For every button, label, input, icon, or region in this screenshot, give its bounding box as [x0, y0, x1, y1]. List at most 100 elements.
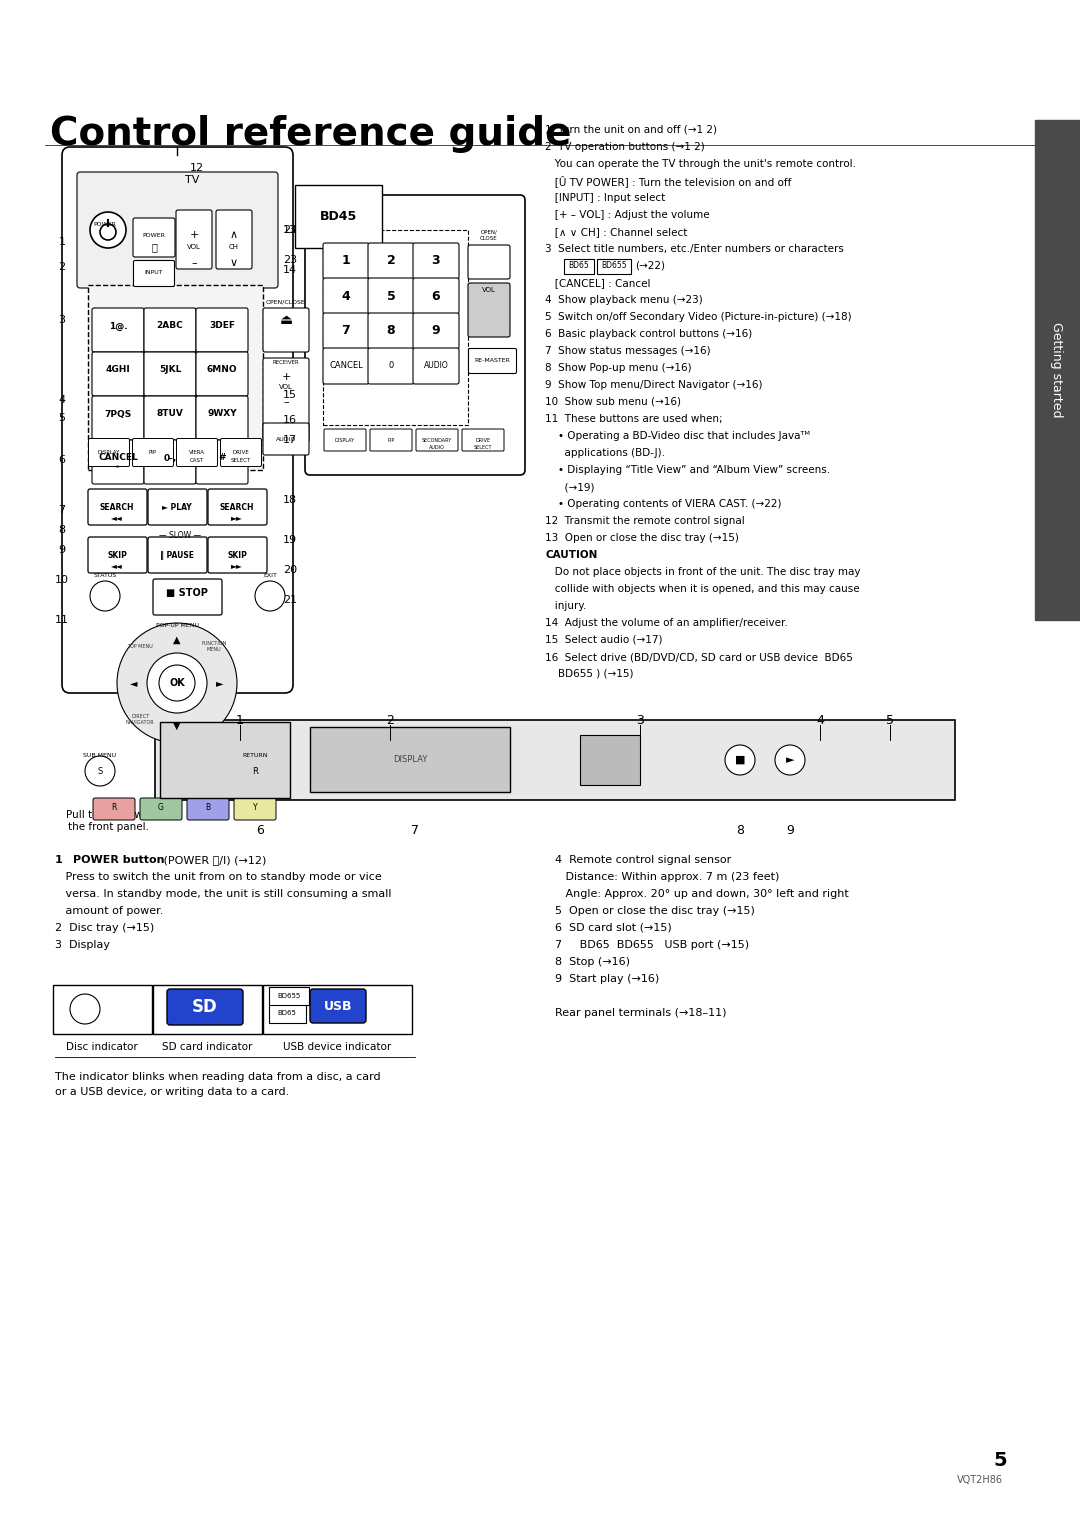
Text: 9: 9	[432, 324, 441, 338]
Text: CANCEL: CANCEL	[98, 454, 138, 463]
FancyBboxPatch shape	[208, 489, 267, 526]
Text: ◄: ◄	[131, 678, 138, 688]
Text: 9  Start play (→16): 9 Start play (→16)	[555, 973, 659, 984]
Text: ◄◄: ◄◄	[111, 513, 123, 523]
Text: 3  Select title numbers, etc./Enter numbers or characters: 3 Select title numbers, etc./Enter numbe…	[545, 244, 843, 254]
Text: (POWER ⏻/I) (→12): (POWER ⏻/I) (→12)	[160, 856, 267, 865]
Text: SD: SD	[192, 998, 218, 1016]
Text: 4: 4	[58, 396, 66, 405]
Text: applications (BD-J).: applications (BD-J).	[545, 448, 665, 458]
Text: ►: ►	[786, 755, 794, 766]
Text: SKIP: SKIP	[107, 552, 127, 559]
Circle shape	[117, 623, 237, 743]
Text: 3  Display: 3 Display	[55, 940, 110, 950]
Text: BD655: BD655	[278, 993, 300, 999]
FancyBboxPatch shape	[87, 536, 147, 573]
Text: 4: 4	[341, 289, 350, 303]
Text: The indicator blinks when reading data from a disc, a card: The indicator blinks when reading data f…	[55, 1073, 380, 1082]
Text: DRIVE: DRIVE	[475, 439, 490, 443]
FancyBboxPatch shape	[305, 196, 525, 475]
FancyBboxPatch shape	[53, 986, 152, 1034]
Text: FUNCTION
MENU: FUNCTION MENU	[201, 640, 227, 651]
Text: POWER button: POWER button	[73, 856, 164, 865]
Text: Y: Y	[253, 804, 257, 813]
Text: 18: 18	[283, 495, 297, 504]
FancyBboxPatch shape	[323, 243, 369, 280]
FancyBboxPatch shape	[144, 351, 195, 396]
Text: *: *	[117, 465, 120, 471]
Text: 10: 10	[55, 575, 69, 585]
Text: 6  Basic playback control buttons (→16): 6 Basic playback control buttons (→16)	[545, 329, 753, 339]
Text: 6: 6	[432, 289, 441, 303]
Text: DRIVE: DRIVE	[232, 451, 249, 455]
Text: SEARCH: SEARCH	[219, 503, 254, 512]
FancyBboxPatch shape	[413, 348, 459, 384]
Text: RE-MASTER: RE-MASTER	[474, 358, 510, 362]
Text: 8  Stop (→16): 8 Stop (→16)	[555, 957, 630, 967]
Text: VOL: VOL	[279, 384, 293, 390]
Text: versa. In standby mode, the unit is still consuming a small: versa. In standby mode, the unit is stil…	[55, 889, 391, 898]
Text: 1: 1	[55, 856, 70, 865]
Text: RECEIVER: RECEIVER	[272, 361, 299, 365]
Text: POWER: POWER	[94, 222, 117, 228]
Text: CH: CH	[229, 244, 239, 251]
Text: [Û TV POWER] : Turn the television on and off: [Û TV POWER] : Turn the television on an…	[545, 176, 792, 186]
Text: Getting started: Getting started	[1051, 322, 1064, 417]
Text: 6MNO: 6MNO	[206, 365, 238, 374]
FancyBboxPatch shape	[153, 986, 262, 1034]
Text: 9  Show Top menu/Direct Navigator (→16): 9 Show Top menu/Direct Navigator (→16)	[545, 380, 762, 390]
Text: 2ABC: 2ABC	[157, 321, 184, 330]
Text: Pull to flip down
the front panel.: Pull to flip down the front panel.	[66, 810, 150, 831]
FancyBboxPatch shape	[264, 423, 309, 455]
Text: POP-UP MENU: POP-UP MENU	[156, 623, 199, 628]
Circle shape	[90, 581, 120, 611]
Text: 1: 1	[58, 237, 66, 248]
FancyBboxPatch shape	[310, 989, 366, 1024]
Text: Control reference guide: Control reference guide	[50, 115, 571, 153]
Text: BD655 ) (→15): BD655 ) (→15)	[545, 669, 634, 678]
FancyBboxPatch shape	[413, 243, 459, 280]
Text: 13: 13	[283, 225, 297, 235]
Text: BD655: BD655	[602, 261, 626, 270]
FancyBboxPatch shape	[195, 309, 248, 351]
Text: AUDIO: AUDIO	[429, 445, 445, 451]
Text: 0-,: 0-,	[163, 454, 177, 463]
Text: 6: 6	[58, 455, 66, 465]
FancyBboxPatch shape	[323, 313, 369, 348]
Text: 13  Open or close the disc tray (→15): 13 Open or close the disc tray (→15)	[545, 533, 739, 542]
Text: RETURN: RETURN	[242, 753, 268, 758]
Text: ■ STOP: ■ STOP	[166, 588, 208, 597]
Bar	[156, 720, 955, 801]
Text: OK: OK	[170, 678, 185, 688]
FancyBboxPatch shape	[133, 219, 175, 257]
Text: 8: 8	[58, 526, 66, 535]
Circle shape	[255, 581, 285, 611]
Text: EXIT: EXIT	[264, 573, 276, 578]
FancyBboxPatch shape	[77, 173, 278, 287]
Text: 17: 17	[283, 435, 297, 445]
FancyBboxPatch shape	[368, 348, 414, 384]
Text: 11  These buttons are used when;: 11 These buttons are used when;	[545, 414, 723, 423]
Text: Distance: Within approx. 7 m (23 feet): Distance: Within approx. 7 m (23 feet)	[555, 872, 780, 882]
Text: 16  Select drive (BD/DVD/CD, SD card or USB device  BD65: 16 Select drive (BD/DVD/CD, SD card or U…	[545, 652, 853, 662]
FancyBboxPatch shape	[92, 351, 144, 396]
Text: 21: 21	[283, 594, 297, 605]
FancyBboxPatch shape	[264, 309, 309, 351]
FancyBboxPatch shape	[323, 348, 369, 384]
FancyBboxPatch shape	[368, 278, 414, 313]
Text: SELECT: SELECT	[474, 445, 492, 451]
Circle shape	[90, 212, 126, 248]
Text: 2  Disc tray (→15): 2 Disc tray (→15)	[55, 923, 154, 934]
Bar	[1035, 121, 1080, 620]
Text: SECONDARY: SECONDARY	[422, 439, 453, 443]
FancyBboxPatch shape	[140, 798, 183, 821]
Text: TV: TV	[185, 176, 199, 185]
Circle shape	[725, 746, 755, 775]
Text: USB: USB	[324, 999, 352, 1013]
Text: SUB MENU: SUB MENU	[83, 753, 117, 758]
Text: TOP MENU: TOP MENU	[127, 643, 153, 649]
Text: 6: 6	[256, 824, 264, 836]
Text: [CANCEL] : Cancel: [CANCEL] : Cancel	[545, 278, 650, 287]
Text: 5: 5	[886, 714, 894, 726]
FancyBboxPatch shape	[92, 309, 144, 351]
